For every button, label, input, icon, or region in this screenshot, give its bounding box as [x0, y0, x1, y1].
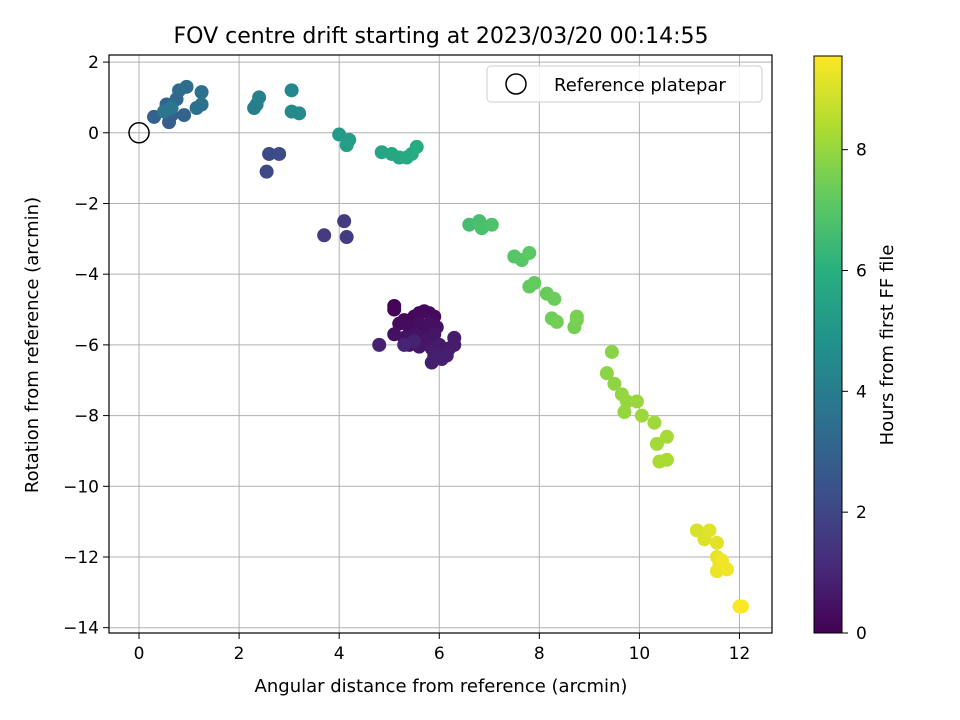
colorbar-tick-label: 2 [856, 503, 867, 523]
legend-marker-circle-icon [505, 73, 527, 95]
chart-title: FOV centre drift starting at 2023/03/20 … [174, 24, 709, 49]
data-point [647, 415, 662, 430]
data-point [484, 217, 499, 232]
y-tick-label: −2 [74, 194, 99, 214]
data-point [262, 146, 277, 161]
data-point [292, 106, 307, 121]
x-tick-label: 8 [534, 644, 545, 664]
y-tick-label: −10 [63, 477, 99, 497]
legend-label: Reference platepar [554, 75, 726, 96]
data-point [714, 553, 729, 568]
data-point [339, 138, 354, 153]
y-tick-label: −12 [63, 548, 99, 568]
y-axis-ticks: 2 0 −2 −4 −6 −8 −10 −12 −14 [63, 53, 109, 639]
data-point [177, 108, 192, 123]
data-point [634, 408, 649, 423]
data-point [339, 230, 354, 245]
x-tick-label: 6 [434, 644, 445, 664]
x-axis-label: Angular distance from reference (arcmin) [255, 676, 628, 697]
x-tick-label: 4 [334, 644, 345, 664]
data-point [387, 302, 402, 317]
y-tick-label: −4 [74, 265, 99, 285]
colorbar-tick-label: 0 [856, 624, 867, 644]
y-tick-label: −6 [74, 336, 99, 356]
colorbar-label: Hours from first FF file [877, 245, 898, 446]
data-point [337, 214, 352, 229]
data-point [272, 146, 287, 161]
data-point [649, 436, 664, 451]
data-point [527, 276, 542, 291]
data-point [194, 97, 209, 112]
colorbar-gradient [813, 55, 843, 634]
plot-frame [108, 54, 773, 634]
colorbar-tick-label: 6 [856, 261, 867, 281]
y-tick-label: −14 [63, 619, 99, 639]
reference-platepar-marker [128, 122, 150, 144]
data-point [447, 330, 462, 345]
data-point [409, 139, 424, 154]
data-point [659, 452, 674, 467]
y-tick-label: −8 [74, 407, 99, 427]
data-point [397, 337, 412, 352]
colorbar-ticks: 0 2 4 6 8 [842, 141, 867, 644]
data-point [734, 599, 749, 614]
data-point [522, 245, 537, 260]
data-point [439, 348, 454, 363]
x-tick-label: 12 [729, 644, 751, 664]
x-axis-ticks: 0 2 4 6 8 10 12 [134, 633, 751, 664]
x-tick-label: 2 [234, 644, 245, 664]
data-point [259, 164, 274, 179]
y-tick-label: 2 [88, 53, 99, 73]
data-point [599, 366, 614, 381]
data-points [147, 79, 749, 614]
data-point [547, 291, 562, 306]
colorbar: 0 2 4 6 8 Hours from first FF file [813, 55, 898, 644]
legend-box [486, 65, 763, 103]
data-point [427, 327, 442, 342]
data-point [617, 405, 632, 420]
colorbar-tick-label: 4 [856, 382, 867, 402]
data-point [194, 85, 209, 100]
data-point [629, 394, 644, 409]
legend: Reference platepar [486, 65, 763, 103]
x-tick-label: 10 [629, 644, 651, 664]
data-point [569, 309, 584, 324]
data-point [284, 83, 299, 98]
data-point [317, 228, 332, 243]
data-point [372, 337, 387, 352]
data-point [709, 535, 724, 550]
y-tick-label: 0 [88, 124, 99, 144]
grid-lines [109, 55, 772, 633]
data-point [702, 523, 717, 538]
data-point [604, 344, 619, 359]
data-point [659, 429, 674, 444]
data-point [164, 101, 179, 116]
colorbar-tick-label: 8 [856, 141, 867, 161]
data-point [179, 79, 194, 94]
data-point [252, 90, 267, 105]
y-axis-label: Rotation from reference (arcmin) [22, 197, 43, 493]
data-point [607, 376, 622, 391]
data-point [549, 314, 564, 329]
x-tick-label: 0 [134, 644, 145, 664]
data-point [619, 394, 634, 409]
